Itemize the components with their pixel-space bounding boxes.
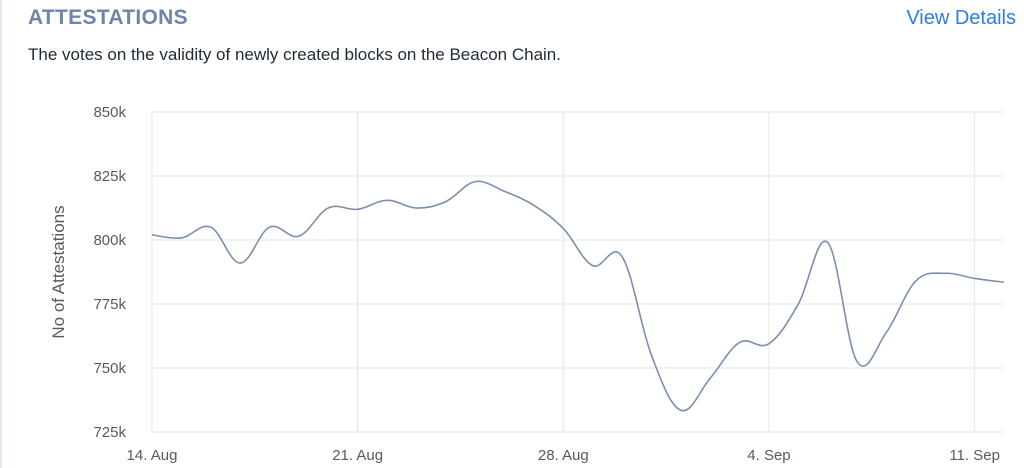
data-point[interactable] [647,351,655,359]
data-point[interactable] [853,358,861,366]
y-tick-label: 725k [93,424,126,441]
data-point[interactable] [236,259,244,267]
y-tick-label: 775k [93,296,126,313]
data-point[interactable] [677,406,685,414]
data-point[interactable] [559,224,567,232]
data-point[interactable] [589,262,597,270]
y-tick-label: 825k [93,168,126,185]
data-point[interactable] [148,231,156,239]
data-points [148,178,1008,415]
data-point[interactable] [501,187,509,195]
data-point[interactable] [765,340,773,348]
x-axis-tick-labels: 14. Aug 21. Aug 28. Aug 4. Sep 11. Sep [127,447,1000,464]
x-tick-label: 14. Aug [127,447,178,464]
data-point[interactable] [266,223,274,231]
y-axis-title: No of Attestations [49,205,68,338]
grid-lines [151,111,1004,433]
data-point[interactable] [1000,278,1008,286]
data-point[interactable] [207,223,215,231]
y-axis-tick-labels: 725k 750k 775k 800k 825k 850k [93,104,126,441]
data-point[interactable] [971,274,979,282]
x-tick-label: 11. Sep [949,447,1000,464]
data-point[interactable] [912,277,920,285]
data-point[interactable] [442,198,450,206]
card-title: ATTESTATIONS [28,6,188,29]
series-line-attestations [151,180,1005,412]
y-tick-label: 850k [93,104,126,121]
data-point[interactable] [471,178,479,186]
data-point[interactable] [794,300,802,308]
data-point[interactable] [824,239,832,247]
data-point[interactable] [530,201,538,209]
x-tick-label: 21. Aug [332,447,383,464]
y-tick-label: 800k [93,232,126,249]
data-point[interactable] [412,204,420,212]
x-tick-label: 4. Sep [747,447,790,464]
card-description: The votes on the validity of newly creat… [28,45,561,64]
data-point[interactable] [618,253,626,261]
data-point[interactable] [941,269,949,277]
y-tick-label: 750k [93,360,126,377]
view-details-link[interactable]: View Details [906,7,1016,29]
data-point[interactable] [177,234,185,242]
data-point[interactable] [295,232,303,240]
data-point[interactable] [383,196,391,204]
data-point[interactable] [736,338,744,346]
data-point[interactable] [882,328,890,336]
data-point[interactable] [354,205,362,213]
x-tick-label: 28. Aug [538,447,589,464]
data-point[interactable] [706,374,714,382]
data-point[interactable] [324,204,332,212]
